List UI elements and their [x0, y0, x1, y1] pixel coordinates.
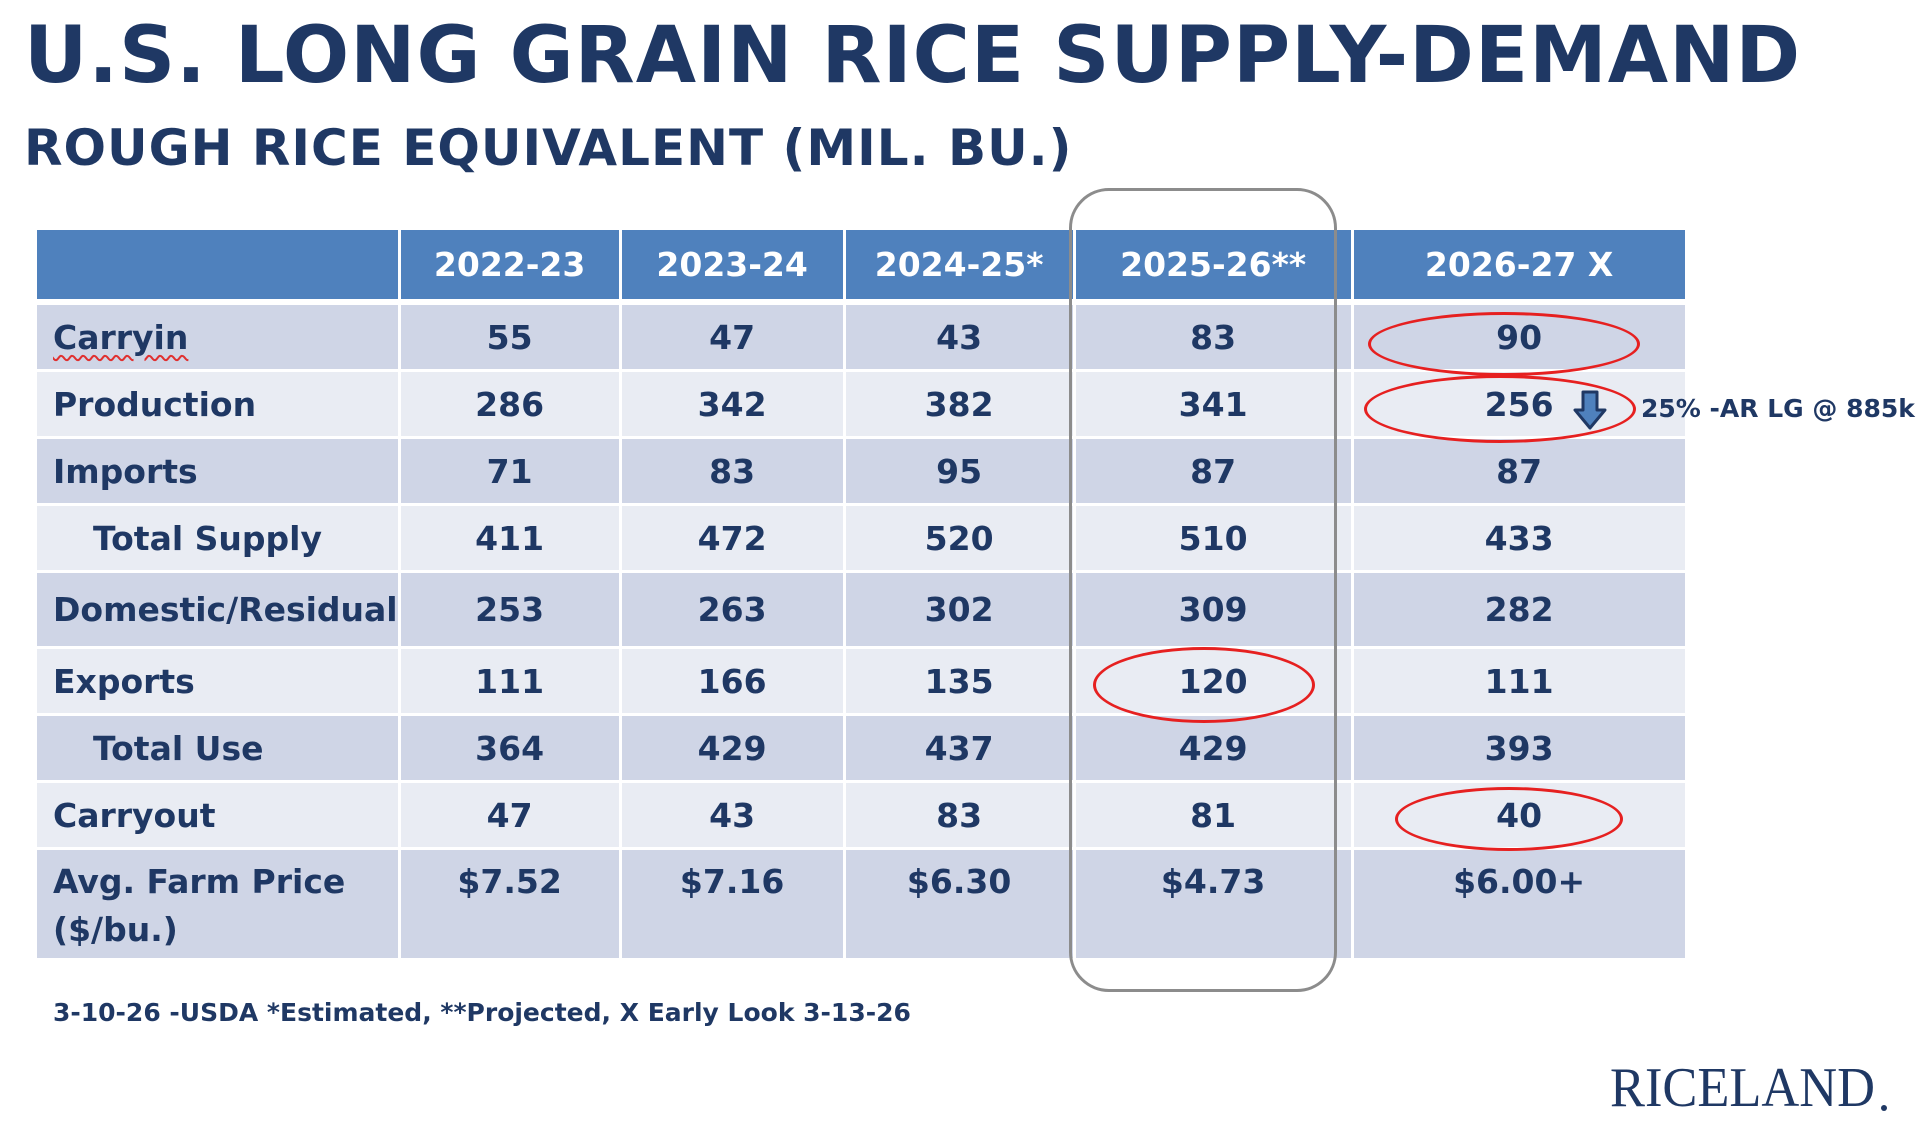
down-arrow-icon: [1573, 390, 1607, 430]
table-cell: 393: [1353, 716, 1688, 783]
table-cell: 282: [1353, 573, 1688, 649]
table-cell: 472: [621, 506, 846, 573]
column-header: 2024-25*: [845, 230, 1076, 305]
table-row-exports: Exports 111 166 135 120 111: [37, 649, 1688, 716]
row-label: Avg. Farm Price ($/bu.): [37, 850, 401, 961]
table-cell: 341: [1075, 372, 1354, 439]
table-cell: 382: [845, 372, 1076, 439]
table-cell: 429: [1075, 716, 1354, 783]
table-cell: 87: [1075, 439, 1354, 506]
table-cell: 253: [400, 573, 622, 649]
table-cell: 286: [400, 372, 622, 439]
row-label-text: Carryin: [53, 317, 189, 357]
table-cell: 302: [845, 573, 1076, 649]
table-row-imports: Imports 71 83 95 87 87: [37, 439, 1688, 506]
row-label-line: ($/bu.): [53, 909, 178, 949]
row-label: Domestic/Residual: [37, 573, 401, 649]
header-corner-cell: [37, 230, 401, 305]
row-label: Total Use: [37, 716, 401, 783]
table-cell: $4.73: [1075, 850, 1354, 961]
source-footnote: 3-10-26 -USDA *Estimated, **Projected, X…: [53, 998, 911, 1027]
table-cell: $7.16: [621, 850, 846, 961]
table-cell: 95: [845, 439, 1076, 506]
riceland-logo-text: RICELAND: [1610, 1057, 1875, 1118]
production-note: 25% -AR LG @ 885k: [1641, 394, 1915, 423]
slide-subtitle: ROUGH RICE EQUIVALENT (MIL. BU.): [24, 119, 1073, 177]
row-label-line: Avg. Farm Price: [53, 862, 346, 901]
table-row-production: Production 286 342 382 341 256: [37, 372, 1688, 439]
table-cell: 83: [845, 783, 1076, 850]
table-cell: $6.00+: [1353, 850, 1688, 961]
column-header: 2025-26**: [1075, 230, 1354, 305]
column-header: 2023-24: [621, 230, 846, 305]
row-label: Production: [37, 372, 401, 439]
table-cell: 81: [1075, 783, 1354, 850]
row-label: Carryin: [37, 305, 401, 372]
table-row-total-supply: Total Supply 411 472 520 510 433: [37, 506, 1688, 573]
table-cell: 429: [621, 716, 846, 783]
riceland-logo: RICELAND: [1610, 1057, 1887, 1118]
table-cell: 120: [1075, 649, 1354, 716]
supply-demand-table: 2022-23 2023-24 2024-25* 2025-26** 2026-…: [37, 230, 1688, 961]
table-cell: 166: [621, 649, 846, 716]
row-label: Carryout: [37, 783, 401, 850]
table-cell: 256: [1353, 372, 1688, 439]
table-cell: 87: [1353, 439, 1688, 506]
column-header: 2022-23: [400, 230, 622, 305]
table-cell: 411: [400, 506, 622, 573]
table-cell: 437: [845, 716, 1076, 783]
table-header-row: 2022-23 2023-24 2024-25* 2025-26** 2026-…: [37, 230, 1688, 305]
table-cell: 43: [845, 305, 1076, 372]
table-cell: 43: [621, 783, 846, 850]
table-cell: 40: [1353, 783, 1688, 850]
table-cell: 111: [400, 649, 622, 716]
row-label: Imports: [37, 439, 401, 506]
table-row-total-use: Total Use 364 429 437 429 393: [37, 716, 1688, 783]
table-cell: 364: [400, 716, 622, 783]
table-cell: $6.30: [845, 850, 1076, 961]
table-cell: 510: [1075, 506, 1354, 573]
table-cell: 309: [1075, 573, 1354, 649]
table-cell: 342: [621, 372, 846, 439]
registered-mark-icon: [1881, 1105, 1887, 1111]
table-row-carryin: Carryin 55 47 43 83 90: [37, 305, 1688, 372]
row-label: Exports: [37, 649, 401, 716]
table-cell: 263: [621, 573, 846, 649]
table-row-carryout: Carryout 47 43 83 81 40: [37, 783, 1688, 850]
table-cell: 55: [400, 305, 622, 372]
table-cell: 71: [400, 439, 622, 506]
table-row-domestic-residual: Domestic/Residual 253 263 302 309 282: [37, 573, 1688, 649]
table-cell: 135: [845, 649, 1076, 716]
row-label: Total Supply: [37, 506, 401, 573]
column-header: 2026-27 X: [1353, 230, 1688, 305]
table-cell: 90: [1353, 305, 1688, 372]
table-cell: 47: [621, 305, 846, 372]
table-cell: 433: [1353, 506, 1688, 573]
table-cell: 520: [845, 506, 1076, 573]
table-cell: 83: [621, 439, 846, 506]
slide-title: U.S. LONG GRAIN RICE SUPPLY-DEMAND: [24, 11, 1802, 101]
table-cell: 111: [1353, 649, 1688, 716]
table-cell: 83: [1075, 305, 1354, 372]
table-cell: 47: [400, 783, 622, 850]
table-row-avg-farm-price: Avg. Farm Price ($/bu.) $7.52 $7.16 $6.30…: [37, 850, 1688, 961]
table-cell: $7.52: [400, 850, 622, 961]
